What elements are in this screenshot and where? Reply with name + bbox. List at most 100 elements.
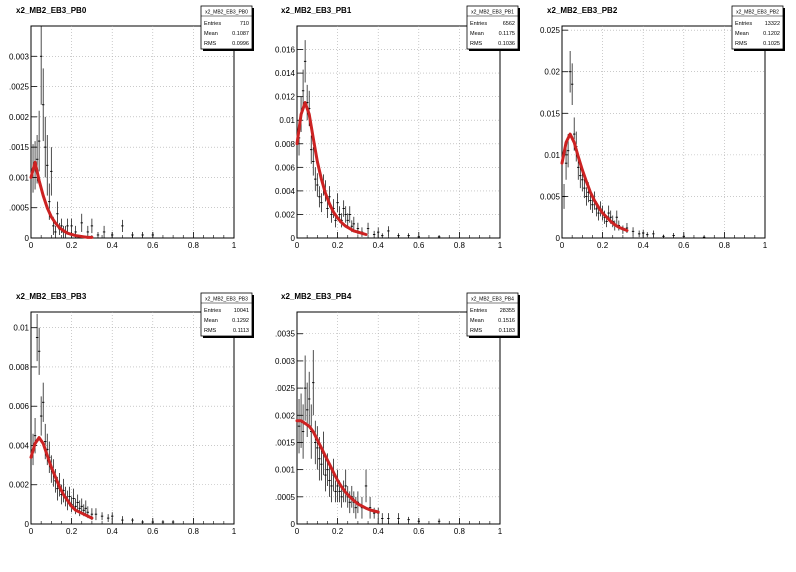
data-point xyxy=(336,469,339,503)
y-tick-label: 0.002 xyxy=(9,481,30,490)
data-point xyxy=(348,206,351,223)
stats-label: Mean xyxy=(735,31,749,37)
stats-label: Mean xyxy=(470,31,484,37)
data-point xyxy=(437,518,441,524)
stats-value: 6562 xyxy=(503,21,515,27)
data-point xyxy=(37,110,41,172)
y-tick-label: 0.003 xyxy=(275,357,296,366)
data-point xyxy=(161,520,165,524)
x-tick-label: 0 xyxy=(29,241,34,250)
x-tick-label: 1 xyxy=(498,241,503,250)
data-point xyxy=(344,206,347,223)
data-point xyxy=(407,516,410,523)
data-point xyxy=(39,396,43,436)
data-point xyxy=(94,508,98,521)
data-point xyxy=(303,355,307,421)
stats-value: 10041 xyxy=(234,308,249,314)
data-point xyxy=(334,480,337,503)
stats-label: Entries xyxy=(470,21,487,27)
data-point xyxy=(121,219,124,232)
x-tick-label: 0 xyxy=(560,241,565,250)
x-tick-label: 0.2 xyxy=(66,241,78,250)
data-point xyxy=(305,382,309,438)
data-point xyxy=(96,231,100,238)
y-tick-label: 0.008 xyxy=(275,140,296,149)
data-point xyxy=(39,26,43,105)
data-point xyxy=(631,227,635,236)
data-point xyxy=(171,520,175,524)
data-point xyxy=(37,327,41,375)
data-point xyxy=(318,186,321,208)
y-tick-label: 0 xyxy=(291,234,296,243)
x-tick-label: 0.6 xyxy=(413,527,425,536)
y-tick-label: 0.003 xyxy=(9,52,30,61)
x-tick-label: 0.8 xyxy=(188,241,200,250)
data-point xyxy=(151,231,154,238)
y-tick-label: .0005 xyxy=(275,493,296,502)
stats-label: RMS xyxy=(204,328,217,334)
histogram-panel-2: 0 0.2 0.4 0.6 0.8 1 0 0.005 0.01 0.015 0.02 0.025 x2… xyxy=(540,5,785,250)
data-point xyxy=(307,371,311,427)
stats-label: Entries xyxy=(204,308,221,314)
y-tick-label: 0.01 xyxy=(279,116,295,125)
data-point xyxy=(54,225,57,238)
data-point xyxy=(66,218,69,234)
data-point xyxy=(583,178,586,199)
data-point xyxy=(387,513,390,524)
stats-box: x2_MB2_EB3_PB4 Entries 28355 Mean 0.1516 RMS 0… xyxy=(466,292,520,338)
data-point xyxy=(46,135,49,196)
data-point xyxy=(637,230,641,238)
histogram-panel-0: 0 0.2 0.4 0.6 0.8 1 0 .0005 0.001 .0015 0.002 .0025… xyxy=(9,5,254,250)
data-point xyxy=(141,231,144,238)
y-tick-label: .0015 xyxy=(275,438,296,447)
y-tick-label: 0.001 xyxy=(275,466,296,475)
y-tick-label: 0.005 xyxy=(540,192,561,201)
x-tick-label: 1 xyxy=(232,241,237,250)
data-point xyxy=(336,193,339,213)
data-point xyxy=(366,222,370,235)
data-point xyxy=(44,116,47,178)
y-tick-label: 0.01 xyxy=(13,324,29,333)
data-point xyxy=(131,518,134,523)
histogram-panel-4: 0 0.2 0.4 0.6 0.8 1 0 .0005 0.001 .0015 0.002 .0025… xyxy=(275,292,520,536)
y-tick-label: 0.012 xyxy=(275,93,296,102)
stats-value: 0.1183 xyxy=(499,328,515,334)
data-point xyxy=(316,426,319,470)
data-point xyxy=(314,420,317,465)
x-tick-label: 0.4 xyxy=(107,527,119,536)
data-point xyxy=(615,210,619,224)
x-tick-label: 0 xyxy=(29,527,34,536)
stats-label: RMS xyxy=(735,41,748,47)
data-point xyxy=(70,218,73,234)
data-point xyxy=(111,231,114,238)
x-tick-label: 0.6 xyxy=(413,241,425,250)
y-tick-label: 0.01 xyxy=(544,151,560,160)
x-tick-label: 0 xyxy=(295,241,300,250)
data-point xyxy=(310,135,313,164)
data-point xyxy=(652,230,655,238)
data-point xyxy=(151,520,154,524)
data-point xyxy=(387,226,390,236)
histogram-title: x2_MB2_EB3_PB1 xyxy=(281,6,352,15)
stats-box: x2_MB2_EB3_PB3 Entries 10041 Mean 0.1292 RMS 0… xyxy=(200,292,254,338)
y-tick-label: 0.02 xyxy=(544,68,560,77)
data-point xyxy=(568,50,572,93)
stats-name: x2_MB2_EB3_PB4 xyxy=(471,297,514,303)
x-tick-label: 0.2 xyxy=(66,527,78,536)
data-point xyxy=(131,231,134,238)
data-point xyxy=(312,350,315,416)
data-point xyxy=(682,234,685,238)
y-tick-label: 0.001 xyxy=(9,173,30,182)
data-point xyxy=(368,496,372,519)
stats-value: 0.1175 xyxy=(499,31,515,37)
stats-name: x2_MB2_EB3_PB1 xyxy=(471,10,514,16)
data-point xyxy=(646,232,649,238)
x-tick-label: 0.8 xyxy=(454,241,466,250)
data-point xyxy=(381,233,384,238)
fit-curve xyxy=(560,132,629,232)
stats-value: 0.1202 xyxy=(763,31,780,37)
fit-curve xyxy=(29,436,94,520)
y-tick-label: 0.025 xyxy=(540,26,561,35)
data-point xyxy=(50,147,53,196)
data-point xyxy=(328,464,331,497)
